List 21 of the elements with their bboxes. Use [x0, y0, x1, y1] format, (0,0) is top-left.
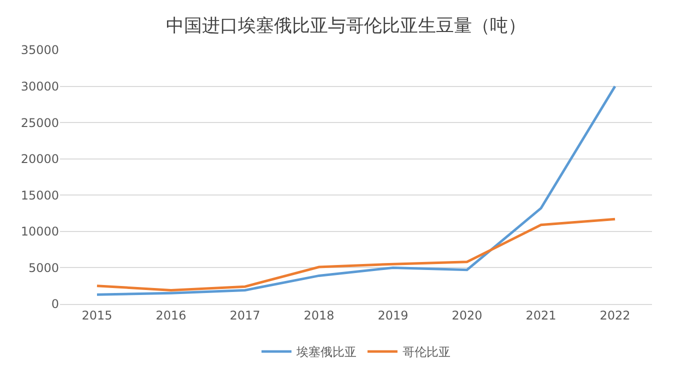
line-series	[96, 85, 616, 296]
y-tick-label: 5000	[28, 260, 59, 275]
x-tick-label: 2021	[526, 308, 556, 322]
y-tick-label: 35000	[20, 43, 59, 58]
y-tick-label: 30000	[20, 79, 59, 94]
x-tick-label: 2018	[304, 308, 334, 322]
x-tick-label: 2019	[378, 308, 408, 322]
y-tick-label: 0	[51, 297, 59, 312]
legend-label: 埃塞俄比亚	[296, 345, 356, 360]
x-tick-label: 2017	[230, 308, 260, 322]
y-tick-label: 15000	[20, 188, 59, 202]
y-tick-label: 20000	[20, 152, 59, 166]
line-series	[96, 218, 616, 292]
x-tick-label: 2022	[600, 308, 630, 322]
chart-title: 中国进口埃塞俄比亚与哥伦比亚生豆量（吨）	[166, 16, 526, 36]
x-tick-label: 2016	[156, 308, 186, 322]
x-tick-label: 2020	[452, 308, 482, 322]
y-tick-label: 25000	[20, 116, 59, 130]
legend-label: 哥伦比亚	[402, 345, 450, 360]
y-tick-label: 10000	[20, 224, 59, 239]
x-tick-label: 2015	[82, 308, 112, 322]
